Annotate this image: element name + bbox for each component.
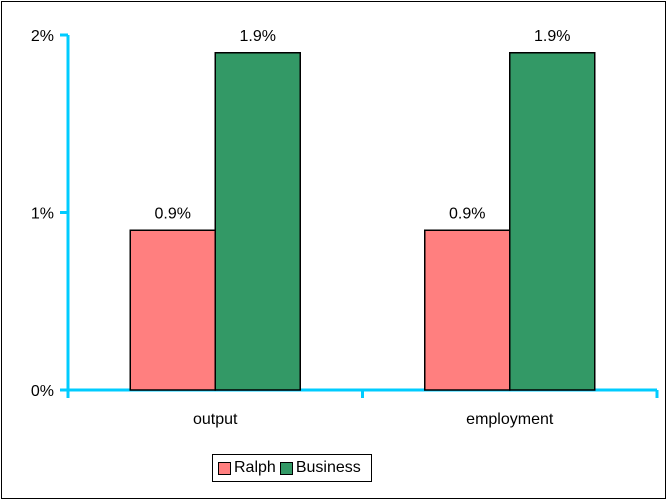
bar-business-output (214, 52, 301, 391)
data-label-ralph-employment: 0.9% (449, 205, 485, 222)
bar-ralph-employment (424, 229, 511, 391)
legend-item-business: Business (279, 459, 361, 477)
legend-item-ralph: Ralph (218, 459, 276, 477)
bar-ralph-output (129, 229, 216, 391)
x-tick-label-output: output (193, 411, 238, 428)
legend-swatch-ralph (218, 461, 231, 475)
x-tick-label-employment: employment (466, 411, 554, 428)
legend-label-business: Business (295, 459, 361, 476)
y-tick-label-0: 0% (31, 383, 54, 400)
legend: Ralph Business (212, 454, 372, 482)
y-tick-label-1: 1% (31, 206, 54, 223)
data-label-business-employment: 1.9% (534, 28, 570, 45)
data-label-ralph-output: 0.9% (155, 205, 191, 222)
y-tick-label-2: 2% (31, 28, 54, 45)
legend-swatch-business (279, 461, 293, 475)
data-label-business-output: 1.9% (240, 28, 276, 45)
bar-business-employment (509, 52, 596, 391)
legend-label-ralph: Ralph (234, 459, 276, 476)
